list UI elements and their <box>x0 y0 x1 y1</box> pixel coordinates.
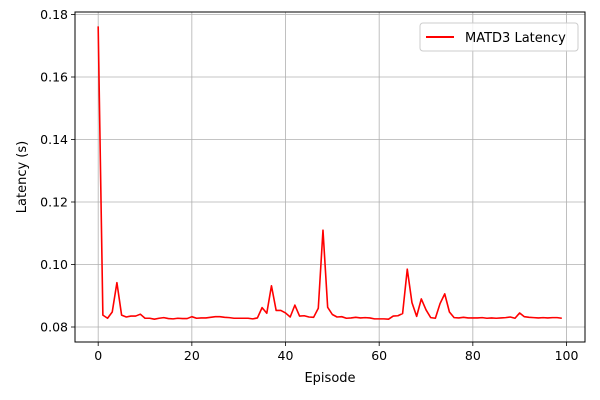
series-line-matd3 <box>97 26 562 320</box>
y-tick-label: 0.16 <box>40 70 68 85</box>
y-axis: 0.08 0.10 0.12 0.14 0.16 0.18 <box>40 7 75 335</box>
x-tick-label: 60 <box>371 348 387 363</box>
grid <box>75 12 585 342</box>
legend-label-matd3: MATD3 Latency <box>465 31 566 46</box>
x-tick-label: 20 <box>184 348 200 363</box>
x-tick-label: 40 <box>278 348 294 363</box>
y-tick-label: 0.12 <box>40 195 68 210</box>
x-tick-label: 0 <box>94 348 102 363</box>
y-axis-label: Latency (s) <box>15 141 30 213</box>
plot-frame <box>74 11 586 343</box>
y-tick-label: 0.18 <box>40 7 68 22</box>
series-layer <box>97 26 562 320</box>
x-axis-label: Episode <box>304 371 355 386</box>
x-axis: 0 20 40 60 80 100 <box>94 342 578 363</box>
x-tick-label: 100 <box>555 348 579 363</box>
legend: MATD3 Latency <box>419 22 579 52</box>
x-tick-label: 80 <box>465 348 481 363</box>
legend-box <box>419 22 579 52</box>
y-tick-label: 0.08 <box>40 320 68 335</box>
y-tick-label: 0.10 <box>40 257 68 272</box>
y-tick-label: 0.14 <box>40 132 68 147</box>
